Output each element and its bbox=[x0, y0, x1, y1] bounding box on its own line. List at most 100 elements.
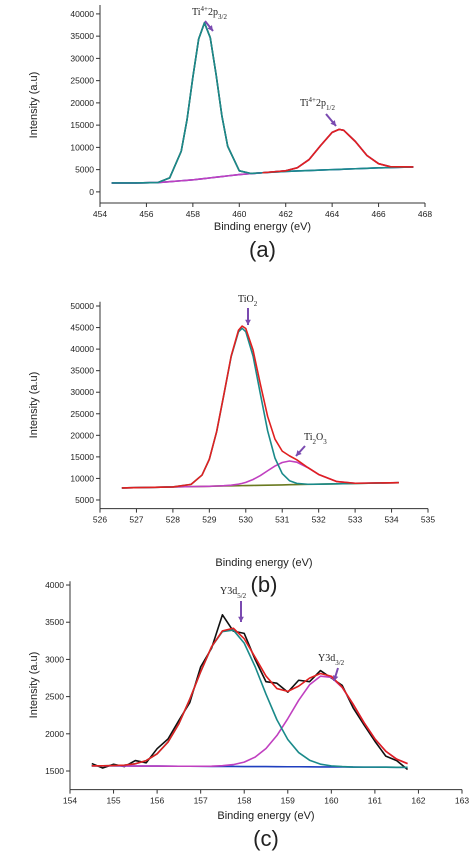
y-tick-label: 0 bbox=[89, 187, 94, 197]
y-tick-label: 50000 bbox=[70, 301, 94, 311]
spectrum-line bbox=[91, 613, 409, 771]
spectrum-line bbox=[91, 627, 408, 767]
peak-label: Y3d3/2 bbox=[318, 653, 345, 667]
y-tick-label: 30000 bbox=[70, 387, 94, 397]
x-tick-label: 458 bbox=[186, 209, 200, 219]
x-tick-label: 533 bbox=[348, 515, 362, 525]
peak-label-part: 1/2 bbox=[326, 104, 335, 112]
peak-label-part: 2p bbox=[316, 98, 326, 109]
spectrum-line bbox=[91, 629, 408, 769]
spectrum-line bbox=[91, 675, 408, 768]
chart-panel: 0 5000 10000 15000 20000 25000 30000 35000 40000… bbox=[28, 5, 432, 262]
x-tick-label: 529 bbox=[202, 515, 216, 525]
peak-label-part: 4+ bbox=[201, 5, 209, 13]
peak-label-part: 2 bbox=[313, 438, 317, 446]
x-tick-label: 162 bbox=[411, 796, 425, 806]
peak-label-part: Y3d bbox=[220, 586, 237, 597]
x-tick-label: 163 bbox=[455, 796, 469, 806]
y-tick-label: 45000 bbox=[70, 323, 94, 333]
arrow-head bbox=[207, 25, 213, 31]
x-tick-label: 528 bbox=[166, 515, 180, 525]
spectrum-line bbox=[111, 22, 414, 184]
peak-label-part: Ti bbox=[192, 7, 201, 18]
y-tick-label: 20000 bbox=[70, 98, 94, 108]
peak-label-part: Ti bbox=[300, 98, 309, 109]
y-tick-label: 5000 bbox=[75, 165, 94, 175]
peak-label-part: 2p bbox=[208, 7, 218, 18]
y-tick-label: 10000 bbox=[70, 473, 94, 483]
y-tick-label: 10000 bbox=[70, 142, 94, 152]
y-tick-label: 30000 bbox=[70, 53, 94, 63]
y-tick-label: 1500 bbox=[45, 766, 64, 776]
x-axis-label: Binding energy (eV) bbox=[217, 810, 314, 822]
chart-panel: 1500 2000 2500 3000 3500 4000 154 155 156 157 158 1… bbox=[28, 580, 469, 851]
x-tick-label: 526 bbox=[93, 515, 107, 525]
panel-caption: (b) bbox=[251, 572, 278, 597]
x-axis-label: Binding energy (eV) bbox=[215, 557, 312, 569]
peak-label-part: 3 bbox=[323, 438, 327, 446]
peak-label: Ti4+2p3/2 bbox=[192, 5, 227, 21]
x-tick-label: 158 bbox=[237, 796, 251, 806]
y-tick-label: 2500 bbox=[45, 692, 64, 702]
x-tick-label: 454 bbox=[93, 209, 107, 219]
arrow-head bbox=[330, 120, 336, 126]
y-tick-label: 40000 bbox=[70, 9, 94, 19]
peak-label: Y3d5/2 bbox=[220, 586, 247, 600]
peak-label-part: Y3d bbox=[318, 653, 335, 664]
peak-label-part: 4+ bbox=[309, 96, 317, 104]
y-axis-label: Intensity (a.u) bbox=[28, 652, 40, 719]
x-tick-label: 468 bbox=[418, 209, 432, 219]
y-tick-label: 35000 bbox=[70, 366, 94, 376]
y-tick-label: 3000 bbox=[45, 654, 64, 664]
x-tick-label: 466 bbox=[371, 209, 385, 219]
y-tick-label: 25000 bbox=[70, 409, 94, 419]
x-tick-label: 535 bbox=[421, 515, 435, 525]
peak-label: TiO2 bbox=[238, 294, 258, 308]
spectrum-line bbox=[111, 166, 414, 184]
x-tick-label: 532 bbox=[312, 515, 326, 525]
panel-caption: (a) bbox=[249, 237, 276, 262]
x-tick-label: 160 bbox=[324, 796, 338, 806]
x-tick-label: 464 bbox=[325, 209, 339, 219]
spectrum-line bbox=[121, 325, 399, 489]
y-tick-label: 15000 bbox=[70, 120, 94, 130]
y-tick-label: 2000 bbox=[45, 729, 64, 739]
peak-label: Ti2O3 bbox=[304, 432, 327, 446]
peak-label-part: Ti bbox=[304, 432, 313, 443]
x-tick-label: 531 bbox=[275, 515, 289, 525]
peak-label-part: TiO bbox=[238, 294, 254, 305]
spectrum-line bbox=[262, 128, 414, 174]
peak-label-part: 3/2 bbox=[218, 13, 227, 21]
chart-panel: 5000 10000 15000 20000 25000 30000 35000 40000 4… bbox=[28, 294, 435, 597]
x-tick-label: 156 bbox=[150, 796, 164, 806]
y-tick-label: 35000 bbox=[70, 31, 94, 41]
peak-label: Ti4+2p1/2 bbox=[300, 96, 335, 112]
spectrum-line bbox=[121, 327, 399, 489]
peak-label-part: 3/2 bbox=[335, 659, 344, 667]
x-tick-label: 157 bbox=[194, 796, 208, 806]
x-tick-label: 154 bbox=[63, 796, 77, 806]
arrow-head bbox=[296, 450, 302, 456]
y-tick-label: 25000 bbox=[70, 76, 94, 86]
arrow-head bbox=[245, 319, 251, 325]
y-tick-label: 5000 bbox=[75, 495, 94, 505]
y-tick-label: 40000 bbox=[70, 344, 94, 354]
peak-label-part: O bbox=[316, 432, 323, 443]
x-tick-label: 159 bbox=[281, 796, 295, 806]
y-axis-label: Intensity (a.u) bbox=[28, 72, 40, 139]
spectrum-line bbox=[111, 22, 414, 184]
y-tick-label: 4000 bbox=[45, 580, 64, 590]
x-tick-label: 155 bbox=[106, 796, 120, 806]
panel-caption: (c) bbox=[253, 826, 279, 851]
x-tick-label: 534 bbox=[384, 515, 398, 525]
arrow-head bbox=[332, 675, 339, 681]
y-tick-label: 3500 bbox=[45, 617, 64, 627]
y-tick-label: 15000 bbox=[70, 452, 94, 462]
x-tick-label: 462 bbox=[279, 209, 293, 219]
x-axis-label: Binding energy (eV) bbox=[214, 221, 311, 233]
x-tick-label: 530 bbox=[239, 515, 253, 525]
x-tick-label: 456 bbox=[139, 209, 153, 219]
y-tick-label: 20000 bbox=[70, 430, 94, 440]
